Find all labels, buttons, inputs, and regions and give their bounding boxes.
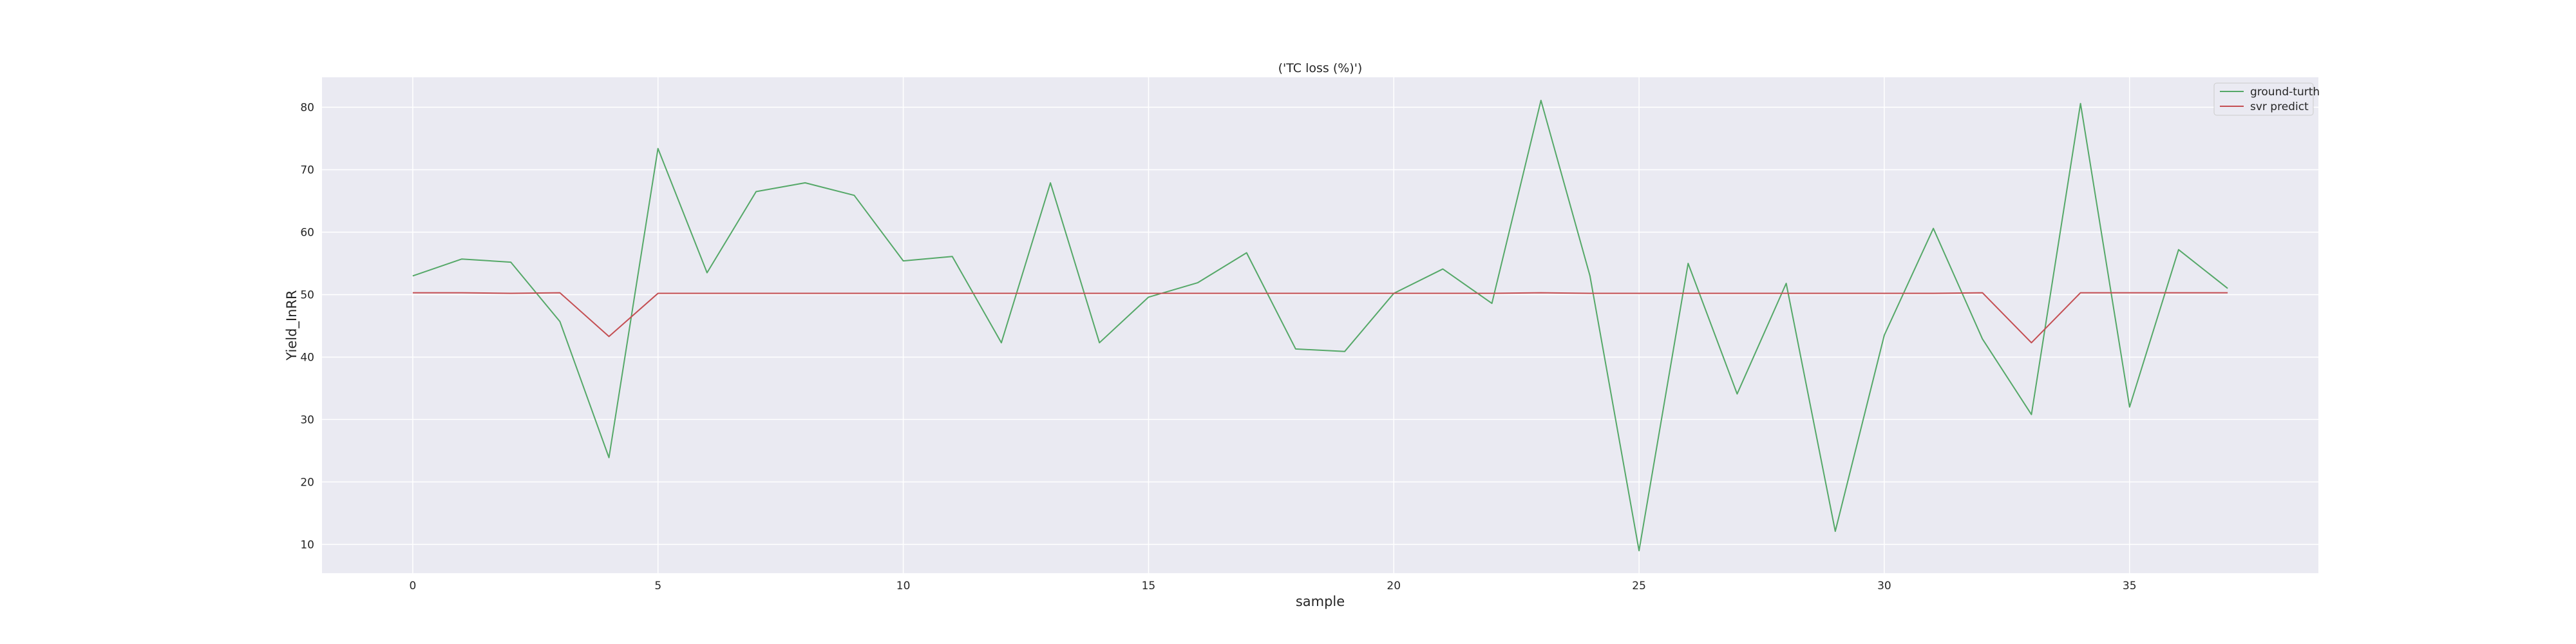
series-line-svr-predict xyxy=(412,292,2228,344)
x-tick-label: 30 xyxy=(1877,580,1891,592)
y-axis-label: Yield_InRR xyxy=(284,290,300,361)
y-tick-label: 40 xyxy=(300,351,314,364)
grid-lines xyxy=(322,77,2318,573)
x-tick-label: 15 xyxy=(1142,580,1156,592)
plot-area xyxy=(322,77,2318,573)
y-tick-label: 70 xyxy=(300,164,314,177)
y-tick-labels: 10 20 30 40 50 60 70 80 xyxy=(300,102,314,552)
chart-title: ('TC loss (%)') xyxy=(1278,61,1363,75)
legend-label-svr-predict: svr predict xyxy=(2250,100,2309,113)
y-tick-label: 30 xyxy=(300,413,314,426)
x-tick-label: 20 xyxy=(1387,580,1401,592)
legend: ground-turth svr predict xyxy=(2213,82,2320,116)
x-tick-label: 0 xyxy=(409,580,416,592)
y-tick-label: 50 xyxy=(300,289,314,301)
x-tick-label: 35 xyxy=(2123,580,2137,592)
series-lines xyxy=(412,99,2228,552)
y-tick-label: 20 xyxy=(300,476,314,489)
x-tick-labels: 0 5 10 15 20 25 30 35 xyxy=(409,580,2136,592)
series-line-ground-turth xyxy=(412,99,2228,552)
y-tick-label: 10 xyxy=(300,538,314,551)
legend-label-ground-turth: ground-turth xyxy=(2250,86,2320,99)
y-tick-label: 60 xyxy=(300,227,314,240)
x-tick-label: 5 xyxy=(654,580,661,592)
x-tick-label: 25 xyxy=(1632,580,1646,592)
x-tick-label: 10 xyxy=(896,580,911,592)
x-axis-label: sample xyxy=(1296,594,1345,609)
y-tick-label: 80 xyxy=(300,102,314,115)
